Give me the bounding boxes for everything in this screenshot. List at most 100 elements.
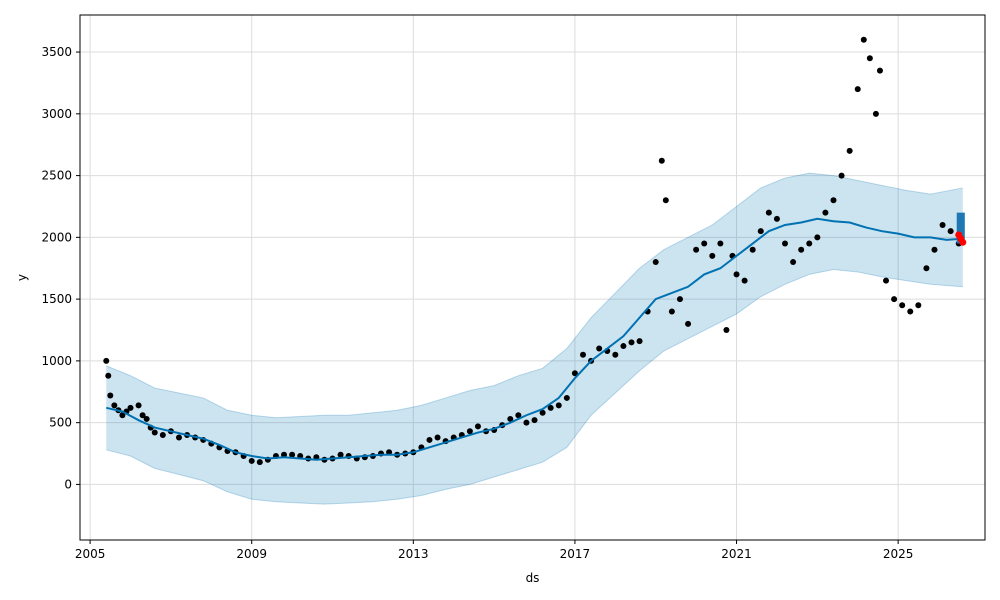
actual-future-point bbox=[959, 238, 967, 246]
observed-point bbox=[806, 240, 813, 247]
y-axis-ticks: 0 500 1000 1500 2000 2500 3000 3500 bbox=[41, 45, 80, 491]
observed-point bbox=[539, 409, 546, 416]
observed-point bbox=[915, 302, 922, 309]
observed-point bbox=[175, 434, 182, 441]
observed-point bbox=[135, 402, 142, 409]
x-axis-label: ds bbox=[526, 571, 540, 585]
observed-point bbox=[872, 110, 879, 117]
observed-point bbox=[515, 412, 522, 419]
y-tick-label: 3500 bbox=[41, 45, 72, 59]
x-axis-ticks: 2005 2009 2013 2017 2021 2025 bbox=[75, 540, 914, 561]
observed-point bbox=[159, 432, 166, 438]
observed-point bbox=[466, 428, 473, 435]
observed-point bbox=[636, 338, 643, 345]
uncertainty-band-layer bbox=[106, 172, 963, 505]
observed-point bbox=[790, 259, 797, 266]
observed-point bbox=[474, 423, 481, 430]
observed-point bbox=[580, 351, 587, 358]
observed-point bbox=[281, 451, 288, 458]
observed-point bbox=[876, 67, 883, 74]
observed-point bbox=[814, 234, 821, 241]
observed-point bbox=[773, 215, 780, 222]
y-tick-label: 0 bbox=[64, 477, 72, 491]
observed-point bbox=[531, 417, 538, 424]
y-tick-label: 1000 bbox=[41, 354, 72, 368]
observed-point bbox=[733, 271, 740, 278]
observed-point bbox=[798, 246, 805, 253]
observed-point bbox=[596, 345, 603, 352]
observed-point bbox=[883, 277, 890, 284]
observed-point bbox=[939, 222, 946, 228]
observed-point bbox=[846, 147, 853, 154]
y-tick-label: 2000 bbox=[41, 230, 72, 244]
observed-point bbox=[866, 55, 873, 62]
observed-point bbox=[741, 277, 748, 284]
grid bbox=[80, 15, 985, 540]
observed-point bbox=[119, 412, 126, 419]
observed-point bbox=[693, 246, 700, 253]
observed-point bbox=[782, 240, 789, 247]
observed-point bbox=[709, 252, 716, 259]
observed-point bbox=[620, 343, 627, 350]
observed-point bbox=[891, 296, 898, 303]
plot-area-frame bbox=[79, 14, 986, 541]
y-axis-label: y bbox=[15, 274, 29, 281]
observed-point bbox=[860, 36, 867, 43]
observed-point bbox=[289, 451, 296, 458]
observed-point bbox=[822, 209, 829, 216]
observed-point bbox=[701, 240, 708, 247]
observed-point bbox=[723, 327, 730, 333]
observed-point bbox=[923, 265, 930, 272]
observed-point bbox=[749, 246, 756, 253]
observed-point bbox=[765, 209, 772, 216]
observed-point bbox=[652, 259, 659, 266]
observed-point bbox=[563, 394, 570, 401]
x-tick-label: 2025 bbox=[883, 547, 914, 561]
y-tick-label: 1500 bbox=[41, 292, 72, 306]
forecast-line-layer bbox=[106, 217, 963, 461]
x-tick-label: 2009 bbox=[236, 547, 267, 561]
observed-point bbox=[658, 157, 665, 164]
observed-point bbox=[143, 415, 150, 422]
future-forecast-block bbox=[956, 212, 965, 244]
observed-point bbox=[899, 302, 906, 309]
observed-point bbox=[151, 429, 158, 436]
observed-point bbox=[931, 246, 938, 253]
x-tick-label: 2021 bbox=[721, 547, 752, 561]
observed-point bbox=[555, 402, 562, 409]
observed-point bbox=[947, 228, 954, 235]
observed-point bbox=[337, 451, 344, 458]
observed-point bbox=[523, 419, 530, 426]
x-tick-label: 2013 bbox=[398, 547, 429, 561]
observed-point bbox=[838, 172, 845, 179]
observed-point bbox=[426, 436, 433, 443]
forecast-line bbox=[106, 217, 963, 461]
observed-point bbox=[105, 372, 112, 379]
observed-point bbox=[547, 404, 554, 411]
observed-point bbox=[507, 415, 514, 422]
observed-point bbox=[103, 357, 110, 364]
observed-point bbox=[628, 339, 635, 346]
observed-point bbox=[256, 459, 263, 466]
y-tick-label: 2500 bbox=[41, 169, 72, 183]
x-tick-label: 2017 bbox=[560, 547, 591, 561]
observed-point bbox=[854, 86, 861, 93]
upper-bound-line bbox=[106, 172, 963, 419]
observed-point bbox=[830, 197, 837, 204]
observed-point bbox=[685, 320, 692, 327]
observed-point bbox=[111, 402, 118, 409]
observed-point bbox=[248, 457, 255, 464]
observed-point bbox=[612, 351, 619, 358]
y-tick-label: 500 bbox=[49, 416, 72, 430]
uncertainty-band bbox=[106, 173, 963, 505]
observed-point bbox=[127, 404, 134, 411]
observed-point bbox=[434, 434, 441, 441]
observed-point bbox=[662, 197, 669, 204]
y-tick-label: 3000 bbox=[41, 107, 72, 121]
observed-point bbox=[571, 370, 578, 377]
observed-points-layer bbox=[103, 36, 962, 466]
observed-point bbox=[668, 308, 675, 315]
future-forecast-layer bbox=[955, 212, 967, 246]
